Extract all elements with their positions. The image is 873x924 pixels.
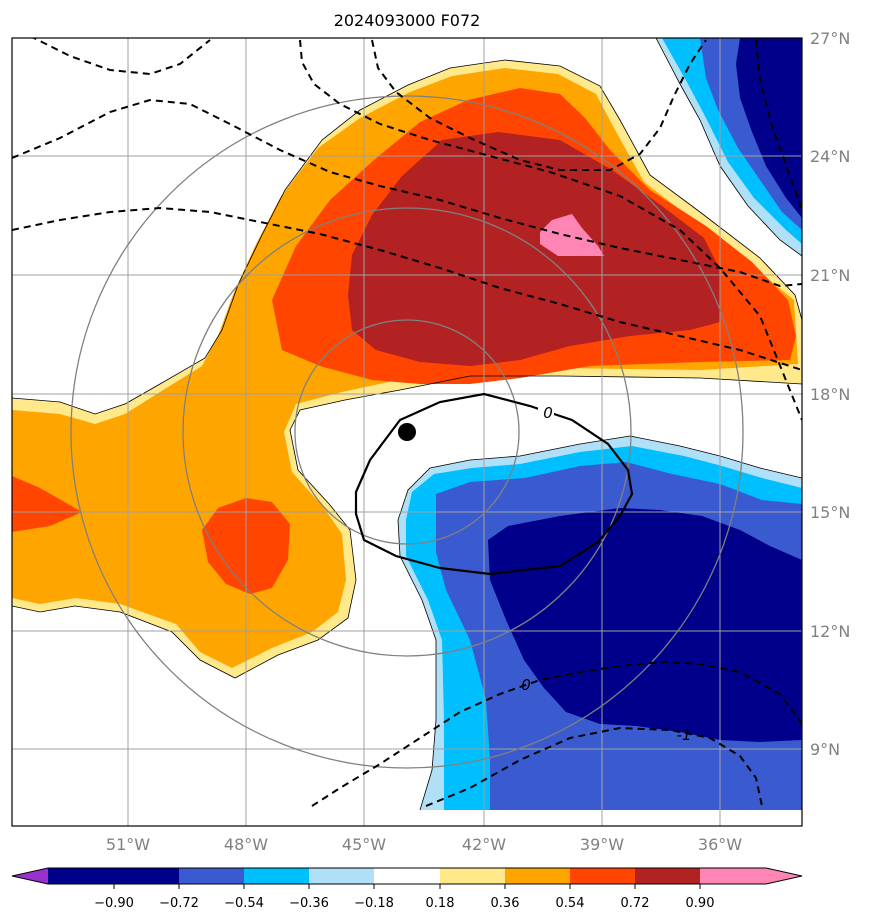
range-rings xyxy=(70,95,744,769)
figure-title: 2024093000 F072 xyxy=(334,11,481,30)
shade-dark-red xyxy=(348,132,720,366)
colorbar: −0.90 −0.72 −0.54 −0.36 −0.18 0.18 0.36 … xyxy=(11,867,803,911)
contour-label-minus-one: -1 xyxy=(677,726,692,744)
dashed-contour-minus-one xyxy=(425,726,763,807)
colorbar-tick-3: −0.36 xyxy=(289,896,329,911)
colorbar-segment-pink xyxy=(700,868,766,884)
contour-label-zero-south: 0 xyxy=(521,676,531,694)
lon-label-48w: 48°W xyxy=(224,835,268,854)
colorbar-tick-2: −0.54 xyxy=(224,896,264,911)
colorbar-tick-8: 0.72 xyxy=(621,896,650,911)
range-ring-inner xyxy=(294,319,520,545)
shade-red-orange-west-lobe xyxy=(12,476,82,532)
shade-pink xyxy=(540,214,604,256)
colorbar-segment-navy xyxy=(48,868,114,884)
lat-label-15n: 15°N xyxy=(810,503,850,522)
colorbar-segment-navy-2 xyxy=(114,868,179,884)
colorbar-tick-7: 0.54 xyxy=(556,896,585,911)
colorbar-segment-orange xyxy=(505,868,570,884)
contour-label-bg-1 xyxy=(538,402,554,422)
dashed-contour-5 xyxy=(371,39,707,171)
lon-label-45w: 45°W xyxy=(342,835,386,854)
colorbar-tick-6: 0.36 xyxy=(491,896,520,911)
colorbar-extend-high xyxy=(766,868,802,884)
dashed-contour-6 xyxy=(755,39,802,211)
storm-center-marker xyxy=(398,423,416,441)
colorbar-outline xyxy=(11,867,803,885)
colorbar-tick-0: −0.90 xyxy=(94,896,134,911)
graticule xyxy=(12,38,802,826)
lon-label-51w: 51°W xyxy=(106,835,150,854)
lat-label-12n: 12°N xyxy=(810,622,850,641)
latitude-labels: 27°N 24°N 21°N 18°N 15°N 12°N 9°N xyxy=(810,29,850,759)
contour-label-zero-north: 0 xyxy=(543,404,553,422)
shade-navy xyxy=(488,508,802,742)
lat-label-24n: 24°N xyxy=(810,147,850,166)
dashed-contour-3 xyxy=(12,206,802,371)
colorbar-extend-low xyxy=(12,868,48,884)
lon-label-42w: 42°W xyxy=(462,835,506,854)
solid-contour-zero xyxy=(354,392,634,576)
colorbar-segment-pale-yellow xyxy=(440,868,505,884)
shaded-field: 0 0 -1 xyxy=(12,38,802,826)
dashed-contour-2 xyxy=(12,98,802,288)
colorbar-segment-white xyxy=(374,868,440,884)
colorbar-segment-light-blue xyxy=(309,868,374,884)
lat-label-18n: 18°N xyxy=(810,385,850,404)
field-outline-positive xyxy=(12,59,802,679)
lon-label-39w: 39°W xyxy=(580,835,624,854)
colorbar-tick-1: −0.72 xyxy=(159,896,199,911)
range-ring-middle xyxy=(182,207,632,657)
dashed-contour-zero-south xyxy=(311,660,802,807)
colorbar-segment-dark-red xyxy=(635,868,700,884)
lon-label-36w: 36°W xyxy=(698,835,742,854)
colorbar-tick-5: 0.18 xyxy=(426,896,455,911)
lat-label-21n: 21°N xyxy=(810,266,850,285)
colorbar-segment-sky-blue xyxy=(244,868,309,884)
longitude-labels: 51°W 48°W 45°W 42°W 39°W 36°W xyxy=(106,835,742,854)
map-frame xyxy=(11,37,803,827)
colorbar-segment-red-orange xyxy=(570,868,635,884)
dashed-contours xyxy=(12,38,802,807)
range-ring-outer xyxy=(70,95,744,769)
colorbar-segment-royal-blue xyxy=(179,868,244,884)
dashed-contour-1 xyxy=(31,38,211,76)
lat-label-9n: 9°N xyxy=(810,740,840,759)
colorbar-tick-9: 0.90 xyxy=(686,896,715,911)
colorbar-tick-4: −0.18 xyxy=(354,896,394,911)
lat-label-27n: 27°N xyxy=(810,29,850,48)
shade-ne-navy xyxy=(736,38,802,218)
